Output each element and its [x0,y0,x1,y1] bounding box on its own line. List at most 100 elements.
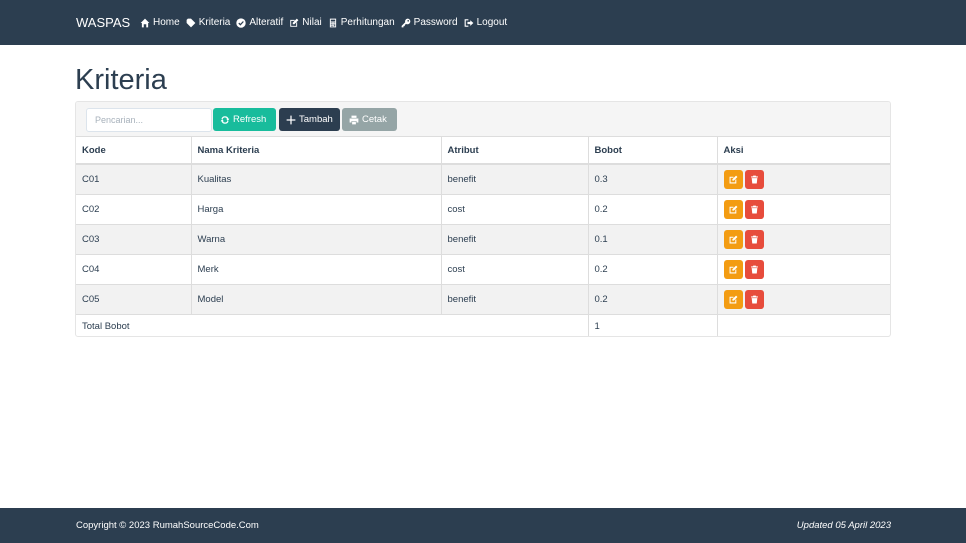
nav-item-label: Kriteria [198,17,231,28]
cell-nama: Warna [190,224,441,255]
total-value: 1 [587,314,717,336]
cell-atribut: benefit [440,164,588,195]
edit-icon [729,205,737,213]
edit-icon [729,235,737,243]
navbar: WASPAS Home Kriteria Alteratif Nilai Per… [0,0,966,45]
tambah-label: Tambah [299,114,333,125]
nav-item-perhitungan[interactable]: Perhitungan [328,16,395,30]
nav-item-label: Perhitungan [340,17,395,28]
cell-nama: Harga [190,194,441,225]
cell-nama: Merk [190,254,441,285]
table-row: C02 Harga cost 0.2 [76,194,890,225]
check-circle-icon [236,18,247,28]
trash-icon [750,235,758,243]
nav-item-logout[interactable]: Logout [464,16,508,30]
cell-kode: C02 [76,194,191,225]
nav-item-nilai[interactable]: Nilai [289,16,322,30]
key-icon [401,18,410,28]
edit-button[interactable] [723,259,743,279]
edit-icon [729,175,737,184]
nav-item-label: Home [153,17,180,28]
total-label: Total Bobot [82,321,130,333]
cell-atribut: benefit [440,284,588,315]
kriteria-table: Kode Nama Kriteria Atribut Bobot Aksi C0… [76,137,890,336]
cetak-label: Cetak [362,114,387,125]
nav-item-label: Logout [476,17,508,28]
nav-item-label: Nilai [302,17,322,28]
nav-item-home[interactable]: Home [140,16,180,30]
print-icon [349,115,359,124]
refresh-button[interactable]: Refresh [213,108,276,131]
cell-kode: C05 [76,284,191,315]
table-row: C03 Warna benefit 0.1 [76,224,890,255]
home-icon [140,18,150,28]
edit-button[interactable] [723,199,743,219]
cell-nama: Kualitas [190,164,441,195]
refresh-label: Refresh [233,114,267,125]
table-row: C05 Model benefit 0.2 [76,284,890,315]
plus-icon [286,115,296,124]
trash-icon [750,205,758,213]
table-row: C04 Merk cost 0.2 [76,254,890,285]
footer-copyright: Copyright © 2023 RumahSourceCode.Com [76,520,259,531]
search-input[interactable] [86,108,212,132]
delete-button[interactable] [744,259,764,279]
cell-atribut: benefit [440,224,588,255]
delete-button[interactable] [744,169,764,189]
total-empty-cell [716,314,890,336]
cell-nama: Model [190,284,441,315]
nav-item-password[interactable]: Password [401,16,458,30]
total-row: Total Bobot 1 [76,314,890,336]
header-kode: Kode [76,137,191,165]
cell-bobot: 0.2 [587,284,717,315]
table-row: C01 Kualitas benefit 0.3 [76,164,890,195]
panel-toolbar: Refresh Tambah Cetak [76,102,890,137]
logout-icon [464,19,473,27]
nav-item-alteratif[interactable]: Alteratif [236,16,283,30]
cell-kode: C04 [76,254,191,285]
calculator-icon [329,18,336,28]
trash-icon [750,295,758,303]
delete-button[interactable] [744,199,764,219]
cetak-button[interactable]: Cetak [342,108,397,131]
nav-item-label: Password [413,17,458,28]
cell-kode: C03 [76,224,191,255]
footer: Copyright © 2023 RumahSourceCode.Com Upd… [0,508,966,543]
cell-aksi [716,284,890,315]
edit-button[interactable] [723,289,743,309]
edit-icon [729,295,737,303]
cell-aksi [716,254,890,285]
page-title: Kriteria [75,64,167,96]
cell-bobot: 0.1 [587,224,717,255]
edit-button[interactable] [723,169,743,189]
edit-icon [729,265,737,273]
tambah-button[interactable]: Tambah [279,108,340,131]
cell-aksi [716,224,890,255]
edit-icon [290,18,299,27]
nav-item-label: Alteratif [249,17,284,28]
header-nama-kriteria: Nama Kriteria [190,137,441,165]
footer-updated: Updated 05 April 2023 [796,520,891,531]
nav-item-kriteria[interactable]: Kriteria [186,16,231,30]
header-atribut: Atribut [440,137,588,165]
trash-icon [750,265,758,273]
header-aksi: Aksi [716,137,890,165]
tag-icon [186,18,196,28]
refresh-icon [220,115,230,124]
table-header-row: Kode Nama Kriteria Atribut Bobot Aksi [76,137,890,165]
brand[interactable]: WASPAS [76,15,131,30]
delete-button[interactable] [744,289,764,309]
nav-menu: Home Kriteria Alteratif Nilai Perhitunga… [140,16,507,30]
cell-atribut: cost [440,254,588,285]
cell-kode: C01 [76,164,191,195]
delete-button[interactable] [744,229,764,249]
cell-bobot: 0.3 [587,164,717,195]
cell-atribut: cost [440,194,588,225]
cell-bobot: 0.2 [587,254,717,285]
cell-bobot: 0.2 [587,194,717,225]
kriteria-panel: Refresh Tambah Cetak Kode Nama Kriteria … [75,101,891,337]
trash-icon [750,175,758,184]
header-bobot: Bobot [587,137,717,165]
cell-aksi [716,164,890,195]
edit-button[interactable] [723,229,743,249]
